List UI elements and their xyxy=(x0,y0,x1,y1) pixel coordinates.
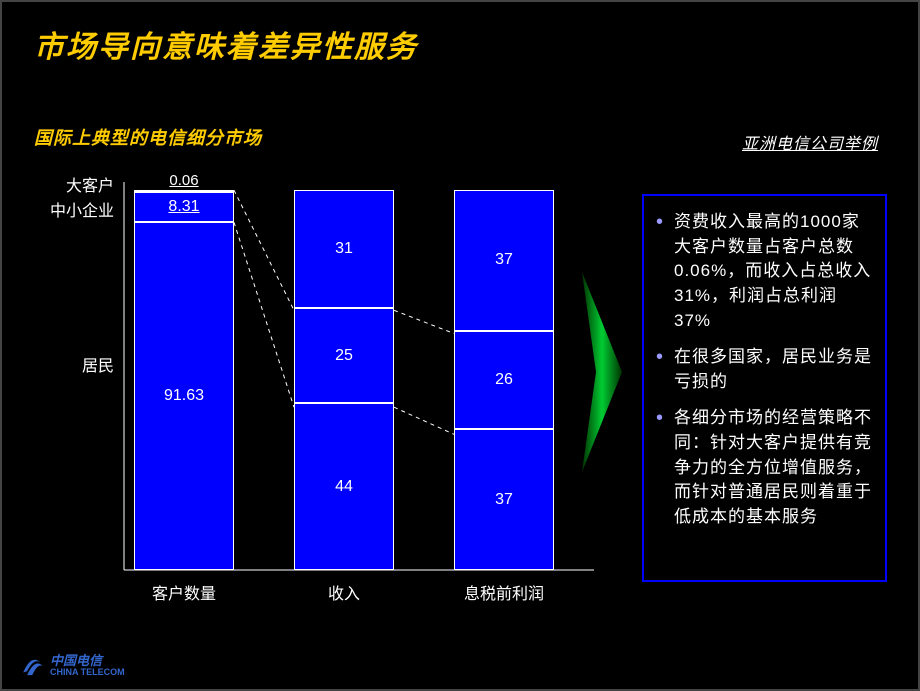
seg-1-1: 25 xyxy=(294,308,394,403)
seg-label-0-1: 8.31 xyxy=(168,198,199,216)
insight-item: 各细分市场的经营策略不同：针对大客户提供有竞争力的全方位增值服务，而针对普通居民… xyxy=(656,406,873,529)
col-label-1: 收入 xyxy=(294,580,394,604)
arrow-icon xyxy=(582,272,622,472)
seg-1-0: 31 xyxy=(294,190,394,308)
seg-label-2-2: 37 xyxy=(495,491,513,509)
col-label-0: 客户数量 xyxy=(134,580,234,604)
slide-title: 市场导向意味着差异性服务 xyxy=(34,22,418,66)
seg-0-1: 8.31 xyxy=(134,192,234,222)
insight-item: 在很多国家，居民业务是亏损的 xyxy=(656,345,873,394)
slide-root: 市场导向意味着差异性服务 国际上典型的电信细分市场 亚洲电信公司举例 大客户 中… xyxy=(0,0,920,691)
bar-col-1: 31 25 44 xyxy=(294,190,394,570)
seg-label-2-0: 37 xyxy=(495,251,513,269)
insight-item: 资费收入最高的1000家大客户数量占客户总数0.06%，而收入占总收入31%，利… xyxy=(656,210,873,333)
seg-label-0-2: 91.63 xyxy=(164,387,204,405)
seg-2-1: 26 xyxy=(454,331,554,430)
bar-col-2: 37 26 37 xyxy=(454,190,554,570)
logo-cn: 中国电信 xyxy=(50,654,125,668)
seg-2-0: 37 xyxy=(454,190,554,331)
stacked-bar-chart: 大客户 中小企业 居民 0.06 8.31 xyxy=(34,162,614,622)
bar-col-0: 0.06 8.31 91.63 xyxy=(134,190,234,570)
example-label: 亚洲电信公司举例 xyxy=(742,130,878,154)
insight-box: 资费收入最高的1000家大客户数量占客户总数0.06%，而收入占总收入31%，利… xyxy=(642,194,887,582)
seg-2-2: 37 xyxy=(454,429,554,570)
seg-label-2-1: 26 xyxy=(495,371,513,389)
logo-text: 中国电信 CHINA TELECOM xyxy=(50,654,125,677)
slide-subtitle: 国际上典型的电信细分市场 xyxy=(34,124,262,150)
seg-label-1-1: 25 xyxy=(335,347,353,365)
seg-0-2: 91.63 xyxy=(134,222,234,570)
china-telecom-logo-icon xyxy=(18,653,44,679)
seg-label-1-2: 44 xyxy=(335,478,353,496)
seg-1-2: 44 xyxy=(294,403,394,570)
logo-en: CHINA TELECOM xyxy=(50,668,125,677)
seg-label-1-0: 31 xyxy=(335,240,353,258)
insight-list: 资费收入最高的1000家大客户数量占客户总数0.06%，而收入占总收入31%，利… xyxy=(656,210,873,530)
col-label-2: 息税前利润 xyxy=(434,580,574,604)
china-telecom-logo: 中国电信 CHINA TELECOM xyxy=(18,653,125,679)
seg-label-0-0: 0.06 xyxy=(134,172,234,189)
